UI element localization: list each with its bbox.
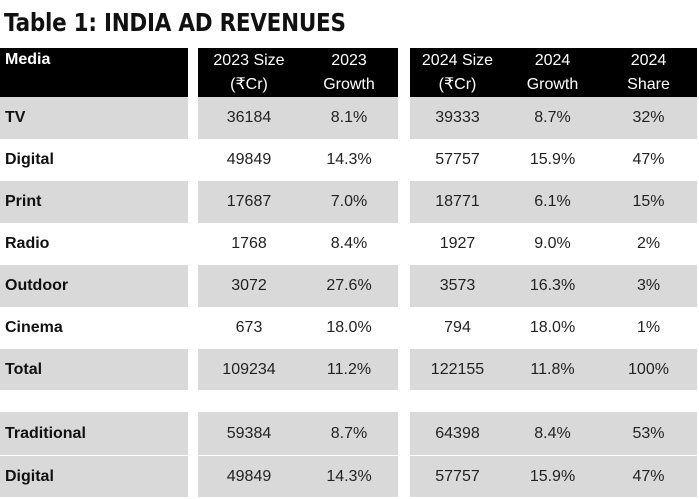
cell-media: Print	[0, 181, 188, 223]
cell-2023-size: 49849	[226, 151, 272, 168]
cell-2024-growth: 15.9%	[529, 151, 576, 168]
cell-media: TV	[0, 97, 188, 139]
cell-media: Total	[0, 349, 188, 390]
cell-media: Digital	[0, 456, 188, 497]
table-row: Total 109234 11.2% 122155 11.8% 100%	[0, 349, 699, 390]
header-2024-share: 2024 Share	[600, 48, 697, 97]
cell-2024-size: 18771	[410, 181, 505, 223]
cell-2023-growth: 14.3%	[326, 151, 372, 168]
table-row: Outdoor 3072 27.6% 3573 16.3% 3%	[0, 265, 699, 307]
cell-2024-share: 1%	[636, 319, 661, 336]
cell-2024-size: 1927	[439, 235, 476, 252]
cell-2024-growth: 9.0%	[534, 235, 571, 252]
cell-2024-size: 794	[444, 319, 471, 336]
table-row: Print 17687 7.0% 18771 6.1% 15%	[0, 181, 699, 223]
cell-2023-size: 49849	[198, 456, 300, 497]
header-2023-growth: 2023 Growth	[300, 48, 398, 97]
cell-2023-size: 59384	[198, 412, 300, 455]
cell-2024-share: 15%	[600, 181, 697, 223]
table-row: Radio 1768 8.4% 1927 9.0% 2%	[0, 223, 699, 265]
cell-media: Cinema	[5, 319, 63, 336]
cell-2024-growth: 8.7%	[505, 97, 600, 139]
cell-2023-growth: 8.7%	[300, 412, 398, 455]
cell-2024-size: 57757	[435, 151, 480, 168]
cell-2024-share: 100%	[600, 349, 697, 390]
cell-2024-growth: 6.1%	[505, 181, 600, 223]
cell-2023-growth: 11.2%	[300, 349, 398, 390]
cell-2024-share: 53%	[600, 412, 697, 455]
cell-2023-growth: 18.0%	[326, 319, 372, 336]
cell-2024-share: 3%	[600, 265, 697, 307]
cell-media: Digital	[5, 151, 54, 168]
cell-media: Radio	[5, 235, 50, 252]
summary-row: Traditional 59384 8.7% 64398 8.4% 53%	[0, 412, 699, 455]
cell-2023-growth: 8.1%	[300, 97, 398, 139]
cell-2024-share: 47%	[600, 456, 697, 497]
header-2023-size: 2023 Size (₹Cr)	[198, 48, 300, 97]
table-row: Digital 49849 14.3% 57757 15.9% 47%	[0, 139, 699, 181]
cell-2023-size: 109234	[198, 349, 300, 390]
cell-2023-size: 17687	[198, 181, 300, 223]
cell-2024-growth: 15.9%	[505, 456, 600, 497]
cell-2023-size: 673	[235, 319, 263, 336]
cell-2024-share: 2%	[636, 235, 661, 252]
cell-2024-size: 57757	[410, 456, 505, 497]
table-header: Media 2023 Size (₹Cr) 2023 Growth 2024 Siz…	[0, 48, 699, 97]
header-2024-size: 2024 Size (₹Cr)	[410, 48, 505, 97]
cell-2024-growth: 18.0%	[529, 319, 576, 336]
cell-2023-size: 1768	[231, 235, 267, 252]
header-2024-growth: 2024 Growth	[505, 48, 600, 97]
table-title: Table 1: INDIA AD REVENUES	[4, 8, 346, 37]
cell-2023-growth: 14.3%	[300, 456, 398, 497]
header-media: Media	[0, 48, 188, 97]
cell-media: Traditional	[0, 412, 188, 455]
cell-2023-growth: 27.6%	[300, 265, 398, 307]
cell-media: Outdoor	[0, 265, 188, 307]
cell-2024-share: 47%	[632, 151, 665, 168]
cell-2024-size: 3573	[410, 265, 505, 307]
cell-2023-growth: 7.0%	[300, 181, 398, 223]
cell-2024-size: 122155	[410, 349, 505, 390]
cell-2024-growth: 16.3%	[505, 265, 600, 307]
cell-2024-size: 39333	[410, 97, 505, 139]
cell-2024-growth: 8.4%	[505, 412, 600, 455]
cell-2023-size: 3072	[198, 265, 300, 307]
summary-row: Digital 49849 14.3% 57757 15.9% 47%	[0, 456, 699, 497]
cell-2024-growth: 11.8%	[505, 349, 600, 390]
cell-2024-size: 64398	[410, 412, 505, 455]
cell-2024-share: 32%	[600, 97, 697, 139]
table-row: TV 36184 8.1% 39333 8.7% 32%	[0, 97, 699, 139]
cell-2023-size: 36184	[198, 97, 300, 139]
cell-2023-growth: 8.4%	[330, 235, 368, 252]
table-row: Cinema 673 18.0% 794 18.0% 1%	[0, 307, 699, 349]
